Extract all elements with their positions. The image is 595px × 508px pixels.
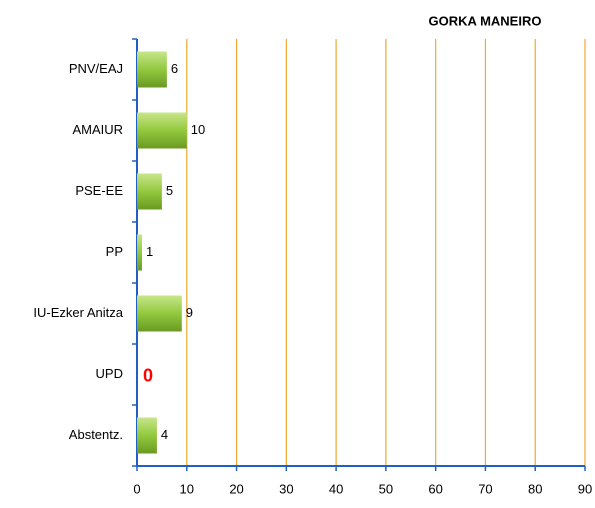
bar <box>137 417 157 454</box>
value-label: 10 <box>191 122 205 137</box>
value-label: 1 <box>146 244 153 259</box>
y-tick-label: AMAIUR <box>72 122 123 137</box>
y-tick-label: UPD <box>96 366 123 381</box>
x-tick-label: 90 <box>578 481 592 496</box>
y-tick-label: PP <box>106 244 123 259</box>
chart-title: GORKA MANEIRO <box>429 13 542 28</box>
x-tick-label: 40 <box>329 481 343 496</box>
y-tick-label: PSE-EE <box>75 183 123 198</box>
x-tick-label: 20 <box>229 481 243 496</box>
x-tick-label: 0 <box>133 481 140 496</box>
value-label: 9 <box>186 305 193 320</box>
y-tick-label: IU-Ezker Anitza <box>33 305 123 320</box>
bar <box>137 173 162 210</box>
bar <box>137 234 142 271</box>
x-tick-label: 50 <box>379 481 393 496</box>
x-tick-label: 70 <box>478 481 492 496</box>
x-tick-label: 80 <box>528 481 542 496</box>
x-tick-label: 10 <box>180 481 194 496</box>
value-label: 0 <box>143 365 153 385</box>
y-tick-label: Abstentz. <box>69 427 123 442</box>
x-tick-label: 60 <box>428 481 442 496</box>
bar <box>137 295 182 332</box>
bar <box>137 112 187 149</box>
y-tick-label: PNV/EAJ <box>69 61 123 76</box>
value-label: 4 <box>161 427 168 442</box>
bar <box>137 51 167 88</box>
value-label: 6 <box>171 61 178 76</box>
value-label: 5 <box>166 183 173 198</box>
x-tick-label: 30 <box>279 481 293 496</box>
